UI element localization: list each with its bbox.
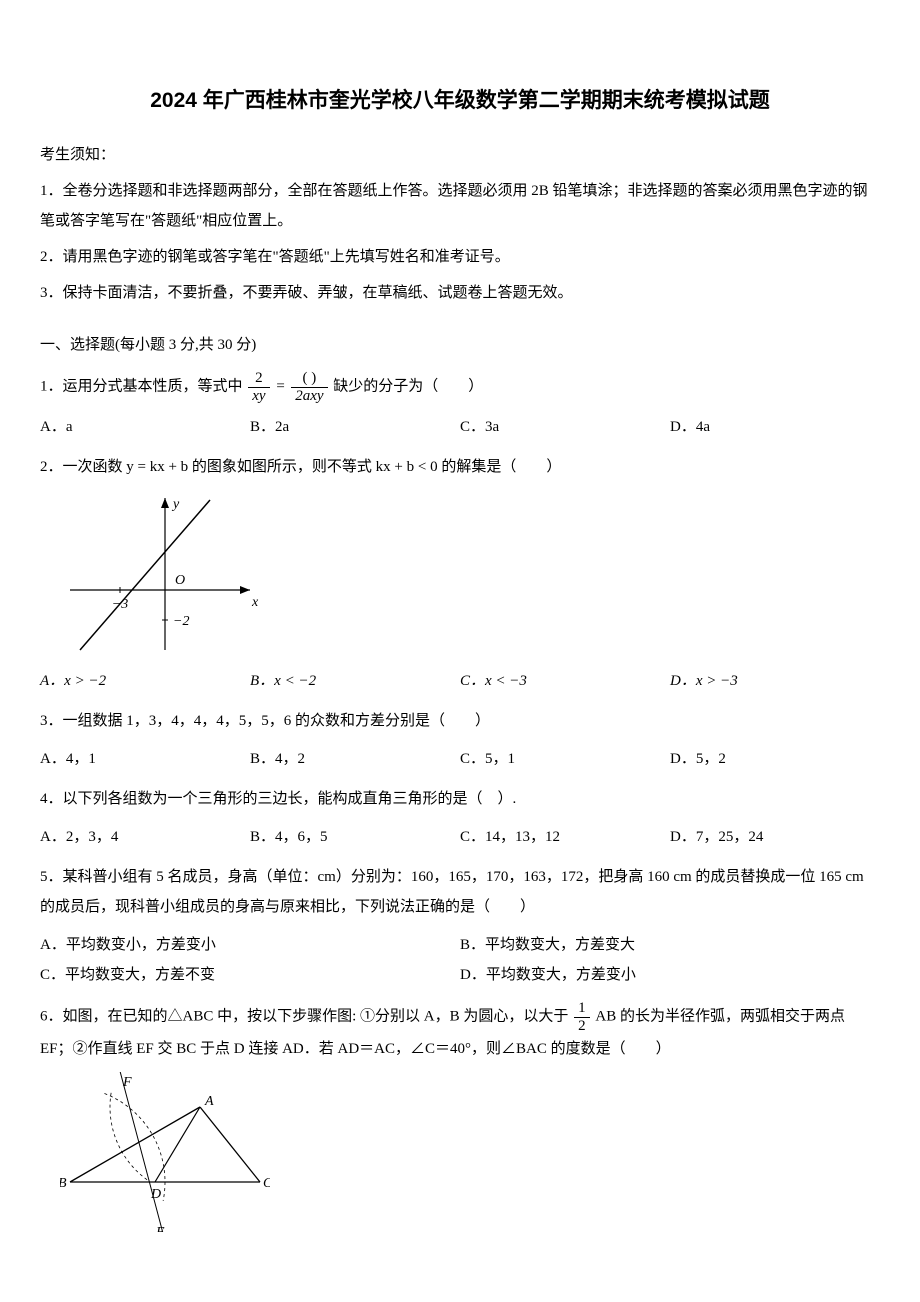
q1-stem-post: 缺少的分子为（ ） bbox=[333, 378, 483, 394]
svg-text:D: D bbox=[150, 1187, 161, 1202]
q3-optD: D．5，2 bbox=[670, 744, 880, 774]
q4-optD: D．7，25，24 bbox=[670, 822, 880, 852]
q1-options: A．a B．2a C．3a D．4a bbox=[40, 412, 880, 442]
q2-optC: C．x < −3 bbox=[460, 666, 670, 696]
q6-frac: 1 2 bbox=[574, 1000, 590, 1034]
q5-optC: C．平均数变大，方差不变 bbox=[40, 960, 460, 990]
svg-text:B: B bbox=[60, 1176, 67, 1191]
svg-text:−2: −2 bbox=[173, 614, 189, 629]
q5-optD: D．平均数变大，方差变小 bbox=[460, 960, 880, 990]
svg-text:F: F bbox=[122, 1075, 132, 1090]
q2-options: A．x > −2 B．x < −2 C．x < −3 D．x > −3 bbox=[40, 666, 880, 696]
q4-stem: 4．以下列各组数为一个三角形的三边长，能构成直角三角形的是（ ）. bbox=[40, 784, 880, 814]
triangle-construction-icon: B C A D F E bbox=[60, 1072, 270, 1232]
q2-figure: −3−2Oxy bbox=[60, 490, 880, 660]
q1-optB: B．2a bbox=[250, 412, 460, 442]
q1-frac1: 2 xy bbox=[248, 370, 269, 404]
q5-optA: A．平均数变小，方差变小 bbox=[40, 930, 460, 960]
q3-optB: B．4，2 bbox=[250, 744, 460, 774]
q1-frac2: ( ) 2axy bbox=[291, 370, 327, 404]
q1-optD: D．4a bbox=[670, 412, 880, 442]
q3-options: A．4，1 B．4，2 C．5，1 D．5，2 bbox=[40, 744, 880, 774]
q1-optA: A．a bbox=[40, 412, 250, 442]
q2-optD: D．x > −3 bbox=[670, 666, 880, 696]
notice-1: 1．全卷分选择题和非选择题两部分，全部在答题纸上作答。选择题必须用 2B 铅笔填… bbox=[40, 176, 880, 236]
notice-header: 考生须知： bbox=[40, 140, 880, 170]
q6-stem-pre: 6．如图，在已知的△ABC 中，按以下步骤作图: ①分别以 A，B 为圆心，以大… bbox=[40, 1008, 568, 1024]
q2-stem: 2．一次函数 y = kx + b 的图象如图所示，则不等式 kx + b < … bbox=[40, 452, 880, 482]
notice-3: 3．保持卡面清洁，不要折叠，不要弄破、弄皱，在草稿纸、试题卷上答题无效。 bbox=[40, 278, 880, 308]
q1-stem-pre: 1．运用分式基本性质，等式中 bbox=[40, 378, 243, 394]
q4-options: A．2，3，4 B．4，6，5 C．14，13，12 D．7，25，24 bbox=[40, 822, 880, 852]
svg-text:x: x bbox=[251, 595, 259, 610]
svg-text:A: A bbox=[204, 1094, 214, 1109]
q2-optA: A．x > −2 bbox=[40, 666, 250, 696]
q2-optB: B．x < −2 bbox=[250, 666, 460, 696]
svg-text:E: E bbox=[155, 1225, 165, 1232]
q6-figure: B C A D F E bbox=[60, 1072, 880, 1232]
svg-text:y: y bbox=[171, 497, 180, 512]
q4-optC: C．14，13，12 bbox=[460, 822, 670, 852]
q3-optA: A．4，1 bbox=[40, 744, 250, 774]
page-title: 2024 年广西桂林市奎光学校八年级数学第二学期期末统考模拟试题 bbox=[40, 80, 880, 122]
q5-optB: B．平均数变大，方差变大 bbox=[460, 930, 880, 960]
svg-text:O: O bbox=[175, 573, 185, 588]
svg-text:C: C bbox=[263, 1176, 270, 1191]
q3-stem: 3．一组数据 1，3，4，4，4，5，5，6 的众数和方差分别是（ ） bbox=[40, 706, 880, 736]
eq-sign: = bbox=[275, 378, 285, 394]
q5-options: A．平均数变小，方差变小 B．平均数变大，方差变大 C．平均数变大，方差不变 D… bbox=[40, 930, 880, 990]
q6-stem: 6．如图，在已知的△ABC 中，按以下步骤作图: ①分别以 A，B 为圆心，以大… bbox=[40, 1000, 880, 1064]
q1-stem: 1．运用分式基本性质，等式中 2 xy = ( ) 2axy 缺少的分子为（ ） bbox=[40, 370, 880, 404]
q5-stem: 5．某科普小组有 5 名成员，身高（单位：cm）分别为：160，165，170，… bbox=[40, 862, 880, 922]
q4-optB: B．4，6，5 bbox=[250, 822, 460, 852]
q3-optC: C．5，1 bbox=[460, 744, 670, 774]
notice-2: 2．请用黑色字迹的钢笔或答字笔在"答题纸"上先填写姓名和准考证号。 bbox=[40, 242, 880, 272]
q4-optA: A．2，3，4 bbox=[40, 822, 250, 852]
line-graph-icon: −3−2Oxy bbox=[60, 490, 260, 660]
q1-optC: C．3a bbox=[460, 412, 670, 442]
section-1-header: 一、选择题(每小题 3 分,共 30 分) bbox=[40, 330, 880, 360]
